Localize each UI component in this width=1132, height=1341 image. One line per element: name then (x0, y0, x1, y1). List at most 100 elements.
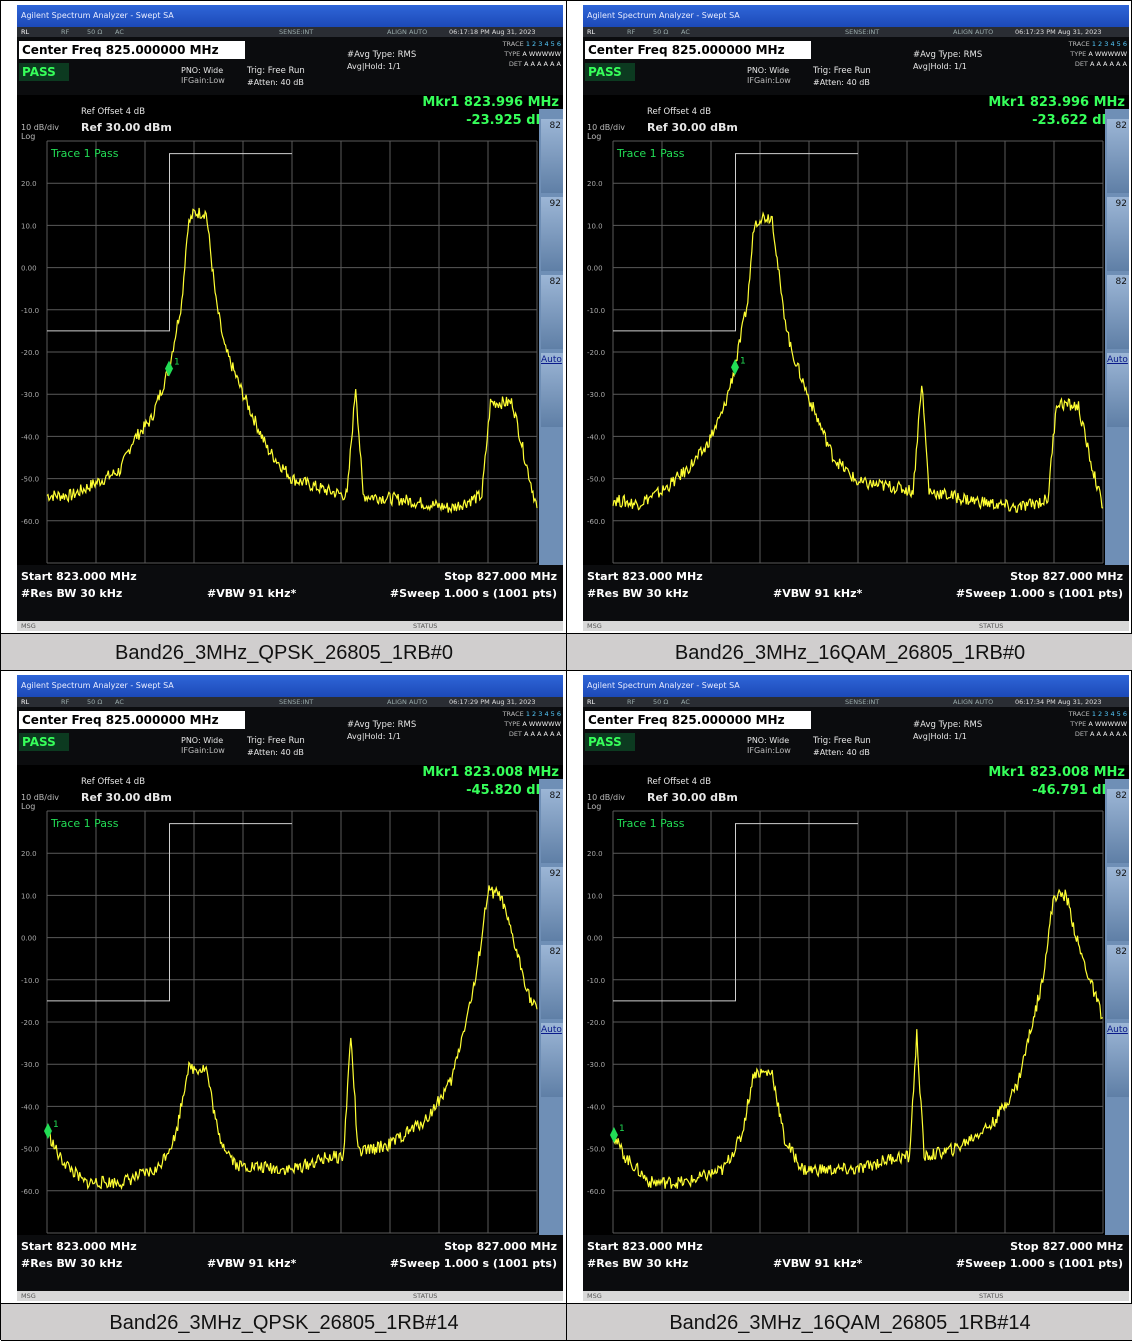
ifgain-setting: IFGain:Low (747, 746, 791, 755)
log-scale-label: Log (21, 132, 36, 141)
softkey-2[interactable]: 92 (1107, 197, 1129, 271)
settings-bar: Center Freq 825.000000 MHz PASS PNO: Wid… (17, 37, 563, 95)
status-row: RL RF 50 Ω AC SENSE:INT ALIGN AUTO 06:17… (17, 697, 563, 707)
analyzer-screen: Agilent Spectrum Analyzer - Swept SA RL … (17, 675, 563, 1301)
softkey-3[interactable]: 82 (541, 275, 563, 349)
y-tick-label: -30.0 (587, 1061, 605, 1069)
softkey-1[interactable]: 82 (1107, 119, 1129, 193)
msg-label: MSG (21, 1292, 36, 1300)
sweep-time: #Sweep 1.000 s (1001 pts) (389, 1257, 557, 1270)
center-freq-display[interactable]: Center Freq 825.000000 MHz (585, 711, 811, 729)
y-tick-label: 20.0 (21, 180, 37, 188)
message-bar: MSG STATUS (17, 1291, 563, 1301)
marker-frequency: Mkr1 823.008 MHz (422, 765, 559, 780)
center-freq-display[interactable]: Center Freq 825.000000 MHz (585, 41, 811, 59)
spectrum-plot: 20.0 10.0 0.00 -10.0 -20.0 -30.0 -40.0 -50.0 -60… (21, 810, 538, 1234)
softkey-2[interactable]: 92 (541, 867, 563, 941)
start-frequency: Start 823.000 MHz (587, 570, 703, 583)
softkey-2[interactable]: 92 (1107, 867, 1129, 941)
marker-diamond (43, 1122, 52, 1139)
softkey-1[interactable]: 82 (541, 789, 563, 863)
marker-number: 1 (174, 358, 180, 368)
avg-type: #Avg Type: RMS (913, 720, 983, 730)
marker-amplitude: -23.622 dBm (1032, 113, 1125, 128)
avg-type: #Avg Type: RMS (347, 50, 417, 60)
resolution-bandwidth: #Res BW 30 kHz (587, 1257, 689, 1270)
settings-bar: Center Freq 825.000000 MHz PASS PNO: Wid… (583, 37, 1129, 95)
y-tick-label: 20.0 (587, 850, 603, 858)
softkey-auto[interactable]: Auto (1107, 353, 1129, 427)
window-title: Agilent Spectrum Analyzer - Swept SA (583, 5, 1129, 27)
limit-line (47, 823, 292, 1002)
video-bandwidth: #VBW 91 kHz* (773, 1257, 863, 1270)
panel-caption: Band26_3MHz_16QAM_26805_1RB#14 (567, 1303, 1132, 1340)
impedance-indicator: 50 Ω (87, 28, 103, 36)
avg-type: #Avg Type: RMS (347, 720, 417, 730)
reference-level: Ref 30.00 dBm (81, 121, 172, 134)
window-title: Agilent Spectrum Analyzer - Swept SA (17, 675, 563, 697)
pass-badge: PASS (19, 63, 69, 81)
align-indicator: ALIGN AUTO (387, 698, 428, 706)
resolution-bandwidth: #Res BW 30 kHz (21, 587, 123, 600)
softkey-1[interactable]: 82 (1107, 789, 1129, 863)
softkey-2[interactable]: 92 (541, 197, 563, 271)
softkey-auto[interactable]: Auto (541, 1023, 563, 1097)
y-tick-label: 10.0 (587, 892, 603, 900)
softkey-panel: 82 92 82 Auto (1105, 779, 1129, 1269)
spectrum-trace (46, 207, 538, 514)
marker-frequency: Mkr1 823.996 MHz (988, 95, 1125, 110)
y-tick-label: 0.00 (21, 935, 37, 943)
sense-indicator: SENSE:INT (279, 698, 314, 706)
limit-line (47, 153, 292, 332)
pass-badge: PASS (585, 63, 635, 81)
status-row: RL RF 50 Ω AC SENSE:INT ALIGN AUTO 06:17… (583, 697, 1129, 707)
rl-indicator: RL (21, 28, 30, 36)
y-tick-label: 10.0 (21, 892, 37, 900)
center-freq-display[interactable]: Center Freq 825.000000 MHz (19, 41, 245, 59)
rf-indicator: RF (627, 698, 636, 706)
sweep-info-bar: Start 823.000 MHz Stop 827.000 MHz #Res … (583, 1235, 1129, 1291)
trigger-setting: Trig: Free Run (813, 736, 871, 746)
panel-caption: Band26_3MHz_QPSK_26805_1RB#14 (1, 1303, 566, 1340)
scale-per-div: 10 dB/div (21, 123, 60, 132)
y-tick-label: -50.0 (587, 1146, 605, 1154)
sweep-time: #Sweep 1.000 s (1001 pts) (955, 1257, 1123, 1270)
center-freq-display[interactable]: Center Freq 825.000000 MHz (19, 711, 245, 729)
window-title: Agilent Spectrum Analyzer - Swept SA (17, 5, 563, 27)
timestamp: 06:17:23 PM Aug 31, 2023 (1015, 28, 1102, 36)
softkey-panel: 82 92 82 Auto (539, 109, 563, 599)
softkey-auto[interactable]: Auto (1107, 1023, 1129, 1097)
reference-level: Ref 30.00 dBm (647, 791, 738, 804)
analyzer-screen: Agilent Spectrum Analyzer - Swept SA RL … (583, 5, 1129, 631)
softkey-auto[interactable]: Auto (541, 353, 563, 427)
align-indicator: ALIGN AUTO (953, 28, 994, 36)
sense-indicator: SENSE:INT (845, 698, 880, 706)
softkey-3[interactable]: 82 (1107, 275, 1129, 349)
start-frequency: Start 823.000 MHz (21, 570, 137, 583)
softkey-3[interactable]: 82 (1107, 945, 1129, 1019)
y-tick-label: -30.0 (21, 1061, 39, 1069)
status-label: STATUS (413, 1292, 438, 1300)
atten-setting: #Atten: 40 dB (813, 748, 870, 757)
msg-label: MSG (21, 622, 36, 630)
y-tick-label: -30.0 (587, 391, 605, 399)
avg-hold: Avg|Hold: 1/1 (913, 62, 967, 71)
stop-frequency: Stop 827.000 MHz (444, 570, 557, 583)
scale-per-div: 10 dB/div (587, 793, 626, 802)
rf-indicator: RF (61, 28, 70, 36)
y-tick-label: -60.0 (21, 518, 39, 526)
settings-bar: Center Freq 825.000000 MHz PASS PNO: Wid… (17, 707, 563, 765)
sweep-info-bar: Start 823.000 MHz Stop 827.000 MHz #Res … (17, 565, 563, 621)
softkey-panel: 82 92 82 Auto (539, 779, 563, 1269)
y-tick-label: -50.0 (21, 1146, 39, 1154)
coupling-indicator: AC (115, 28, 124, 36)
softkey-1[interactable]: 82 (541, 119, 563, 193)
ref-offset: Ref Offset 4 dB (81, 107, 146, 117)
limit-line (613, 823, 858, 1002)
timestamp: 06:17:18 PM Aug 31, 2023 (449, 28, 536, 36)
y-tick-label: 20.0 (21, 850, 37, 858)
trigger-setting: Trig: Free Run (247, 736, 305, 746)
softkey-3[interactable]: 82 (541, 945, 563, 1019)
softkey-panel: 82 92 82 Auto (1105, 109, 1129, 599)
coupling-indicator: AC (115, 698, 124, 706)
